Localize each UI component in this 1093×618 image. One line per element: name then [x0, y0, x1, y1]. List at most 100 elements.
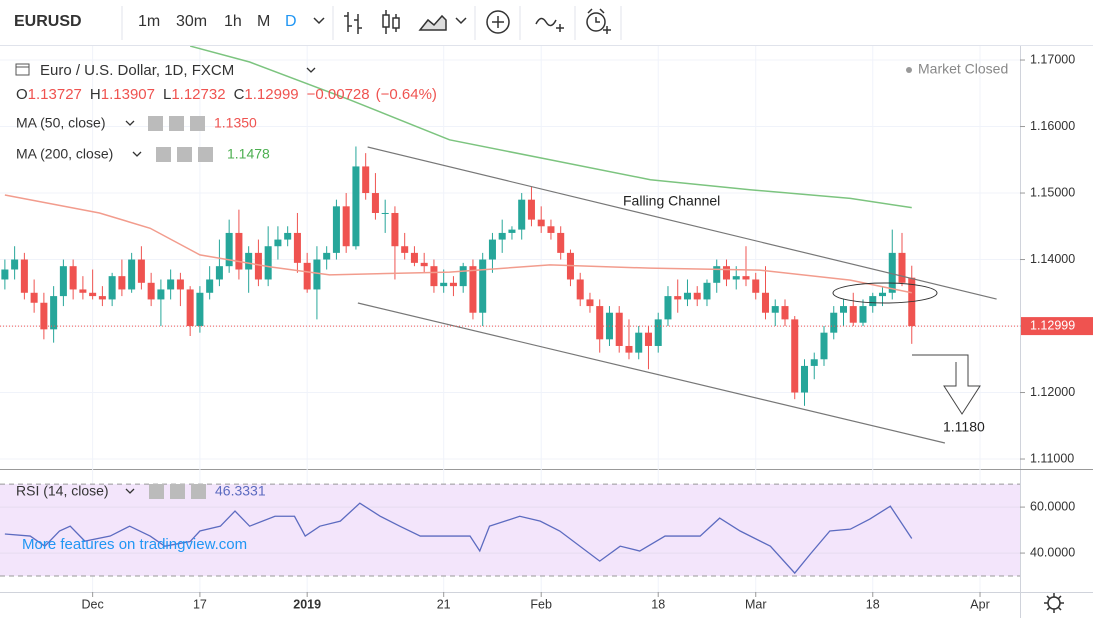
candle-body [362, 166, 370, 194]
settings-icon[interactable] [1044, 593, 1064, 613]
candle-body [176, 279, 184, 290]
candle-body [732, 276, 740, 280]
ohlc-row: O1.13727 H1.13907 L1.12732 C1.12999 −0.00728… [16, 86, 437, 103]
candle-body [157, 289, 165, 300]
toolbar: EURUSD 1m 30m 1h M D [0, 0, 1093, 46]
study-icons[interactable] [148, 116, 205, 131]
candle-body [284, 232, 292, 240]
candles-icon[interactable] [382, 14, 390, 28]
rsi-line [4, 502, 913, 575]
candle-body [859, 306, 867, 323]
candle-body [430, 266, 438, 287]
candle-body [225, 232, 233, 267]
collapse-icon[interactable] [15, 63, 30, 76]
candle-body [596, 306, 604, 340]
candle-body [40, 302, 48, 330]
rsi-value: 46.3331 [215, 483, 266, 499]
candle-body [527, 199, 535, 220]
interval[interactable]: 1h [224, 13, 242, 30]
candle-body [498, 232, 506, 240]
candle-body [206, 279, 214, 293]
legend: Euro / U.S. Dollar, 1D, FXCM Market Clos… [15, 61, 1008, 553]
candle-body [79, 289, 87, 293]
interval[interactable]: 30m [176, 13, 207, 30]
x-tick-label: 2019 [293, 597, 321, 611]
symbol-title: Euro / U.S. Dollar, 1D, FXCM [40, 62, 234, 79]
annotation: Falling Channel [623, 193, 720, 209]
x-tick-label: Apr [970, 597, 989, 611]
candle-body [518, 199, 526, 230]
candle-body [703, 282, 711, 300]
compare-icon[interactable] [535, 17, 564, 32]
rsi-band [0, 484, 1020, 577]
y-tick-label: 1.17000 [1030, 52, 1075, 66]
candle-body [235, 232, 243, 270]
watermark[interactable]: More features on tradingview.com [22, 536, 247, 553]
candle-body [830, 312, 838, 333]
candle-body [147, 282, 155, 300]
candle-body [625, 345, 633, 353]
alert-icon[interactable] [586, 12, 606, 32]
interval[interactable]: 1m [138, 13, 160, 30]
x-tick-label: Feb [530, 597, 552, 611]
market-status: Market Closed [918, 61, 1008, 77]
candle-body [245, 252, 253, 270]
candle-body [800, 365, 809, 393]
candle-body [664, 296, 672, 320]
y-tick-label: 40.0000 [1030, 545, 1075, 559]
ohlc-value: 1.12999 [244, 86, 298, 103]
candle-body [167, 279, 175, 290]
bars-icon[interactable] [344, 12, 362, 34]
candle-body [108, 276, 116, 300]
candle-body [878, 292, 887, 297]
ohlc-letter: L [163, 86, 171, 103]
candle-body [469, 266, 477, 313]
candle-body [332, 206, 340, 253]
candle-body [264, 246, 272, 280]
candle-body [118, 276, 126, 290]
change-pct: (−0.64%) [376, 86, 437, 103]
y-tick-label: 1.16000 [1030, 119, 1075, 133]
candle-body [761, 292, 769, 313]
symbol[interactable]: EURUSD [14, 13, 82, 30]
candle-body [196, 292, 204, 327]
candle-body [791, 319, 799, 393]
candle-body [128, 259, 136, 290]
study-icons[interactable] [149, 484, 206, 499]
candle-body [371, 193, 379, 213]
candle-body [420, 262, 428, 267]
candle-body [313, 259, 321, 290]
moving-average [189, 46, 912, 209]
dropdown-icon[interactable] [313, 17, 325, 25]
candle-body [352, 166, 360, 247]
candle-body [342, 206, 350, 247]
area-icon[interactable] [418, 14, 447, 31]
x-tick-label: Mar [745, 597, 767, 611]
candle-body [30, 292, 38, 303]
study-icons[interactable] [156, 147, 213, 162]
candle-body [303, 262, 311, 290]
candle-body [849, 306, 857, 323]
candle-body [644, 332, 652, 346]
x-tick-label: 18 [651, 597, 665, 611]
interval[interactable]: M [257, 13, 270, 30]
interval[interactable]: D [285, 13, 297, 30]
candle-body [635, 332, 643, 353]
trend-line [367, 146, 997, 300]
x-tick-label: 21 [437, 597, 451, 611]
candle-body [69, 266, 77, 290]
x-tick-label: 17 [193, 597, 207, 611]
y-tick-label: 1.14000 [1030, 252, 1075, 266]
candle-body [20, 259, 28, 293]
candle-body [654, 319, 662, 346]
candle-body [537, 219, 545, 227]
indicators-icon[interactable] [486, 10, 510, 34]
candle-body [810, 359, 818, 366]
candle-body [557, 232, 565, 253]
rsi-label: RSI (14, close) [16, 483, 109, 499]
candle-body [713, 266, 721, 283]
candle-body [479, 259, 487, 313]
candle-body [683, 292, 691, 300]
ohlc-value: 1.12732 [171, 86, 225, 103]
ohlc-value: 1.13727 [28, 86, 82, 103]
